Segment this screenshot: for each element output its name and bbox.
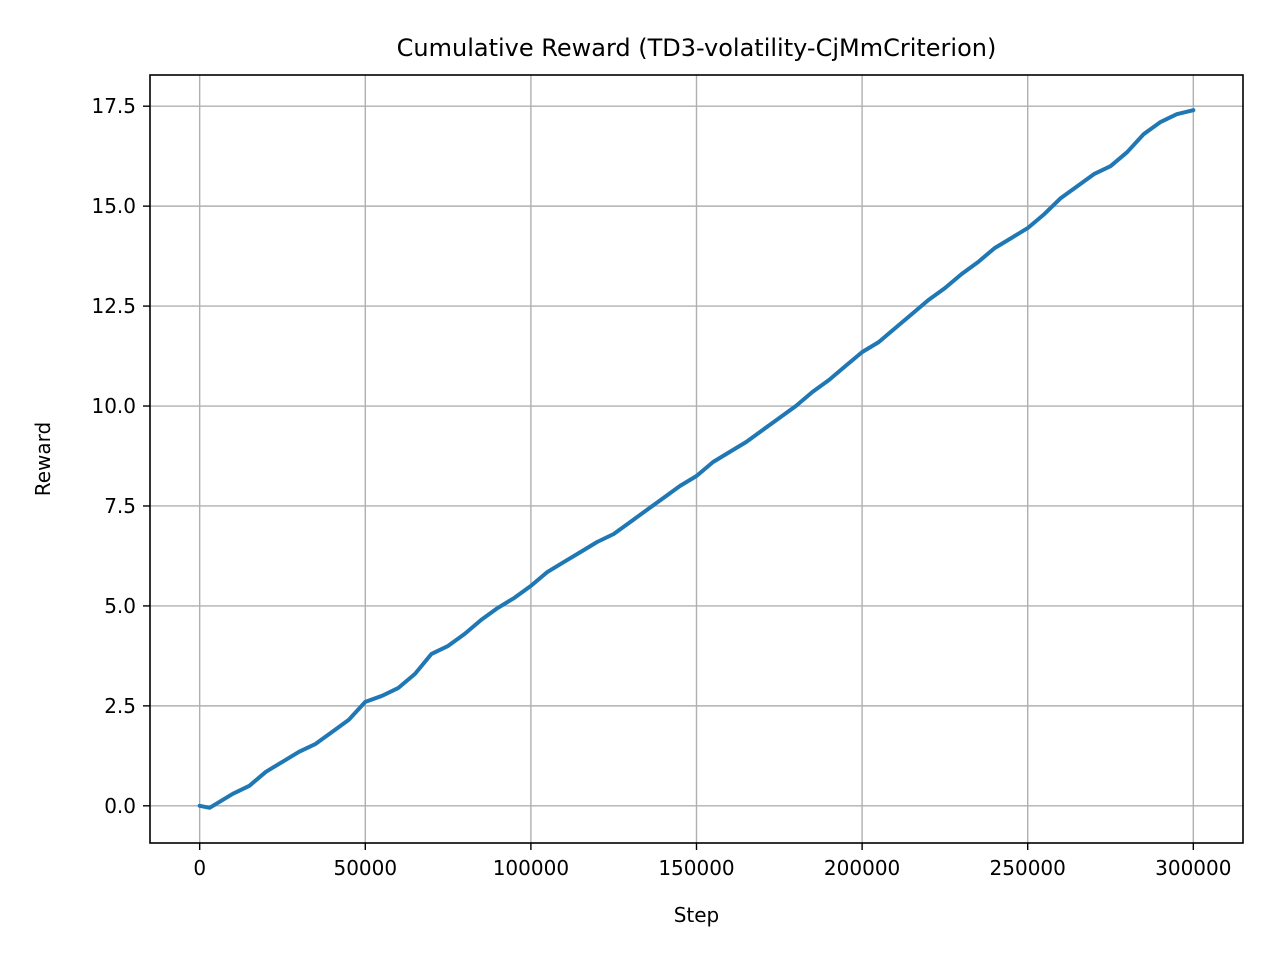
y-tick-label: 10.0 [91, 394, 136, 418]
series-line [197, 108, 1196, 810]
grid [150, 75, 1243, 843]
x-tick-label: 50000 [333, 856, 397, 880]
x-tick-label: 300000 [1155, 856, 1231, 880]
x-tick-label: 200000 [824, 856, 900, 880]
y-tick-label: 5.0 [104, 594, 136, 618]
y-tick-label: 12.5 [91, 294, 136, 318]
chart-title: Cumulative Reward (TD3-volatility-CjMmCr… [397, 34, 997, 62]
y-tick-label: 15.0 [91, 194, 136, 218]
series-layer [197, 108, 1196, 810]
ticks: 0 50000 100000 150000 200000 250000 300000 0.0 2… [91, 94, 1231, 880]
x-tick-label: 0 [193, 856, 206, 880]
y-tick-label: 17.5 [91, 94, 136, 118]
x-tick-label: 100000 [493, 856, 569, 880]
x-axis-label: Step [674, 903, 720, 927]
y-tick-label: 2.5 [104, 694, 136, 718]
y-tick-label: 7.5 [104, 494, 136, 518]
y-tick-label: 0.0 [104, 794, 136, 818]
x-tick-label: 150000 [658, 856, 734, 880]
y-axis-label: Reward [31, 422, 55, 496]
x-tick-label: 250000 [990, 856, 1066, 880]
